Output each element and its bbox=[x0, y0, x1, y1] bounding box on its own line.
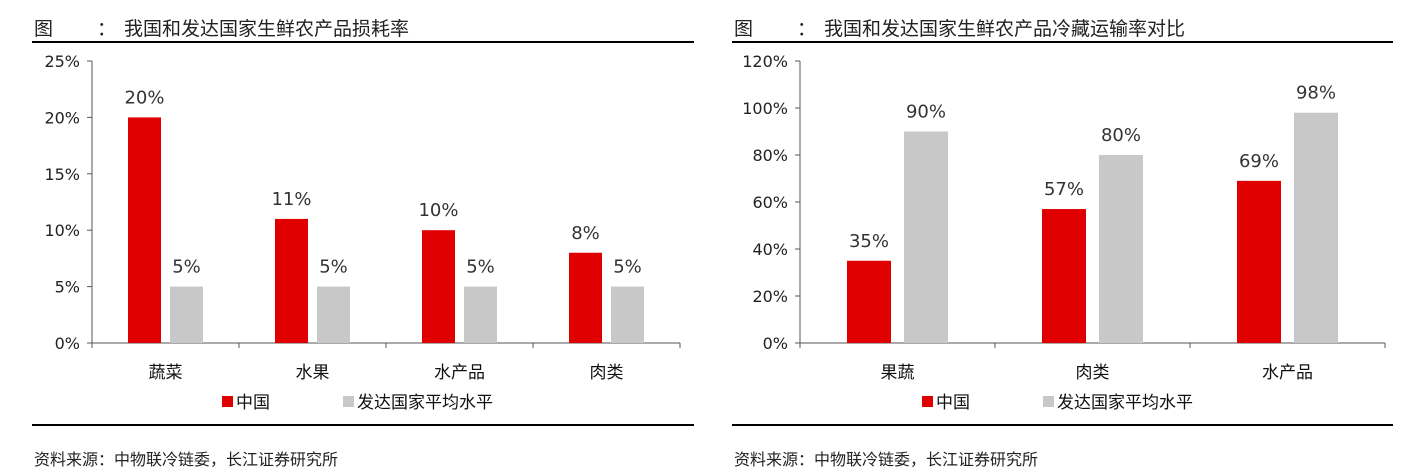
category-label: 蔬菜 bbox=[149, 363, 183, 383]
y-tick-label: 40% bbox=[752, 240, 788, 259]
loss-rate-chart: 0% 5% 10% 15% 20% 25% 20% 5% 蔬菜 11% 5% 水果 10% 5% 水产品 8%… bbox=[44, 52, 681, 413]
figure-title: 图 ： 我国和发达国家生鲜农产品冷藏运输率对比 bbox=[734, 14, 1185, 41]
figure-title-text: 我国和发达国家生鲜农产品损耗率 bbox=[124, 18, 410, 40]
data-label: 90% bbox=[906, 102, 946, 123]
bar-developed bbox=[1294, 112, 1338, 343]
bar-developed bbox=[904, 131, 948, 343]
bar-developed bbox=[317, 286, 350, 343]
y-tick-label: 80% bbox=[752, 146, 788, 165]
bar-developed bbox=[1099, 155, 1143, 343]
data-label: 80% bbox=[1101, 125, 1141, 146]
legend-label: 发达国家平均水平 bbox=[1057, 393, 1193, 413]
legend-label: 中国 bbox=[936, 393, 970, 413]
y-tick-label: 0% bbox=[55, 334, 80, 353]
source-text: 中物联冷链委，长江证券研究所 bbox=[814, 450, 1039, 469]
data-label: 10% bbox=[418, 200, 458, 221]
bar-developed bbox=[611, 286, 644, 343]
bar-china bbox=[569, 252, 602, 343]
category-label: 果蔬 bbox=[881, 363, 915, 383]
data-label: 20% bbox=[124, 87, 164, 108]
bar-china bbox=[1042, 209, 1086, 343]
cold-chain-chart: 0% 20% 40% 60% 80% 100% 120% 35% 90% 果蔬 57% 80% 肉类 69… bbox=[742, 52, 1386, 413]
category-label: 水产品 bbox=[434, 363, 485, 383]
source-text: 中物联冷链委，长江证券研究所 bbox=[114, 450, 339, 469]
data-label: 5% bbox=[466, 257, 495, 278]
y-tick-label: 100% bbox=[742, 99, 788, 118]
source-prefix: 资料来源： bbox=[734, 450, 815, 469]
data-label: 5% bbox=[613, 257, 642, 278]
source-note: 资料来源：中物联冷链委，长江证券研究所 bbox=[34, 446, 338, 470]
y-tick-label: 10% bbox=[44, 221, 80, 240]
data-label: 8% bbox=[571, 223, 600, 244]
bar-china bbox=[1237, 180, 1281, 343]
chart-panel-cold-chain: 图 ： 我国和发达国家生鲜农产品冷藏运输率对比 0% 20% 40% 60% 80% 100%… bbox=[700, 0, 1409, 476]
title-rule bbox=[32, 41, 694, 43]
legend-swatch-china bbox=[222, 396, 233, 407]
figure-label: 图 bbox=[734, 18, 754, 40]
bottom-rule bbox=[732, 424, 1393, 426]
figure-separator: ： bbox=[97, 18, 117, 40]
bottom-rule bbox=[32, 424, 694, 426]
data-label: 35% bbox=[849, 231, 889, 252]
title-rule bbox=[732, 41, 1393, 43]
bar-developed bbox=[170, 286, 203, 343]
y-tick-label: 120% bbox=[742, 52, 788, 71]
data-label: 5% bbox=[172, 257, 201, 278]
figure-label: 图 bbox=[34, 18, 54, 40]
figure-separator: ： bbox=[797, 18, 817, 40]
figure-title: 图 ： 我国和发达国家生鲜农产品损耗率 bbox=[34, 14, 409, 41]
y-tick-label: 60% bbox=[752, 193, 788, 212]
bar-china bbox=[847, 260, 891, 343]
data-label: 57% bbox=[1044, 179, 1084, 200]
bar-china bbox=[275, 218, 308, 343]
legend-swatch-china bbox=[922, 396, 933, 407]
bar-china bbox=[128, 117, 161, 344]
y-tick-label: 0% bbox=[763, 334, 788, 353]
y-tick-label: 25% bbox=[44, 52, 80, 71]
category-label: 水果 bbox=[296, 363, 330, 383]
source-prefix: 资料来源： bbox=[34, 450, 115, 469]
legend-label: 中国 bbox=[236, 393, 270, 413]
chart-panel-loss-rate: 图 ： 我国和发达国家生鲜农产品损耗率 0% 5% 10% 15% 20% 25% 20% 5% 蔬… bbox=[0, 0, 700, 476]
bar-developed bbox=[464, 286, 497, 343]
y-tick-label: 5% bbox=[55, 278, 80, 297]
category-label: 肉类 bbox=[1076, 363, 1110, 383]
legend-label: 发达国家平均水平 bbox=[357, 393, 493, 413]
y-tick-label: 15% bbox=[44, 165, 80, 184]
data-label: 98% bbox=[1296, 83, 1336, 104]
category-label: 肉类 bbox=[590, 363, 624, 383]
y-tick-label: 20% bbox=[44, 108, 80, 127]
bar-china bbox=[422, 230, 455, 343]
category-label: 水产品 bbox=[1262, 363, 1313, 383]
source-note: 资料来源：中物联冷链委，长江证券研究所 bbox=[734, 446, 1038, 470]
data-label: 11% bbox=[271, 189, 311, 210]
figure-title-text: 我国和发达国家生鲜农产品冷藏运输率对比 bbox=[824, 18, 1186, 40]
legend-swatch-developed bbox=[1043, 396, 1054, 407]
data-label: 5% bbox=[319, 257, 348, 278]
data-label: 69% bbox=[1239, 151, 1279, 172]
y-tick-label: 20% bbox=[752, 287, 788, 306]
legend-swatch-developed bbox=[343, 396, 354, 407]
